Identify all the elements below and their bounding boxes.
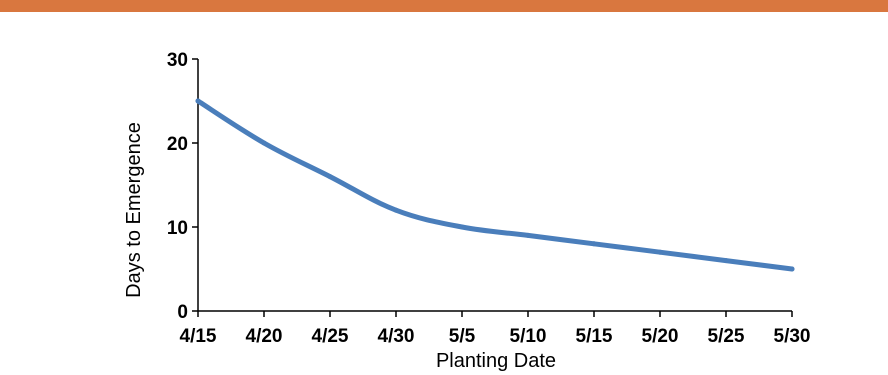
data-point — [195, 98, 201, 104]
x-tick-label: 5/10 — [510, 326, 547, 347]
y-ticks: 0 10 20 30 — [167, 50, 198, 323]
y-axis-title: Days to Emergence — [123, 122, 145, 298]
data-point — [525, 232, 531, 238]
y-tick-label: 0 — [177, 302, 188, 323]
series-line-0 — [195, 98, 795, 272]
y-tick-label: 10 — [167, 218, 188, 239]
x-tick-label: 4/20 — [246, 326, 283, 347]
data-point — [591, 241, 597, 247]
x-tick-label: 4/30 — [378, 326, 415, 347]
data-point — [327, 174, 333, 180]
y-tick-label: 20 — [167, 134, 188, 155]
x-tick-label: 5/20 — [642, 326, 679, 347]
data-point — [789, 266, 795, 272]
chart-axes — [197, 59, 792, 312]
x-tick-label: 5/5 — [449, 326, 476, 347]
x-axis-title: Planting Date — [436, 350, 556, 372]
y-tick-label: 30 — [167, 50, 188, 71]
data-point — [657, 249, 663, 255]
data-point — [261, 140, 267, 146]
x-tick-label: 5/15 — [576, 326, 613, 347]
series-layer — [195, 98, 795, 272]
x-ticks: 4/15 4/20 4/25 4/30 5/5 5/10 5/15 5/20 5/25 5/30 — [180, 311, 811, 347]
data-point — [459, 224, 465, 230]
x-tick-label: 4/15 — [180, 326, 217, 347]
x-tick-label: 4/25 — [312, 326, 349, 347]
x-tick-label: 5/30 — [774, 326, 811, 347]
data-point — [723, 258, 729, 264]
data-point — [393, 207, 399, 213]
top-accent-bar — [0, 0, 888, 12]
x-tick-label: 5/25 — [708, 326, 745, 347]
